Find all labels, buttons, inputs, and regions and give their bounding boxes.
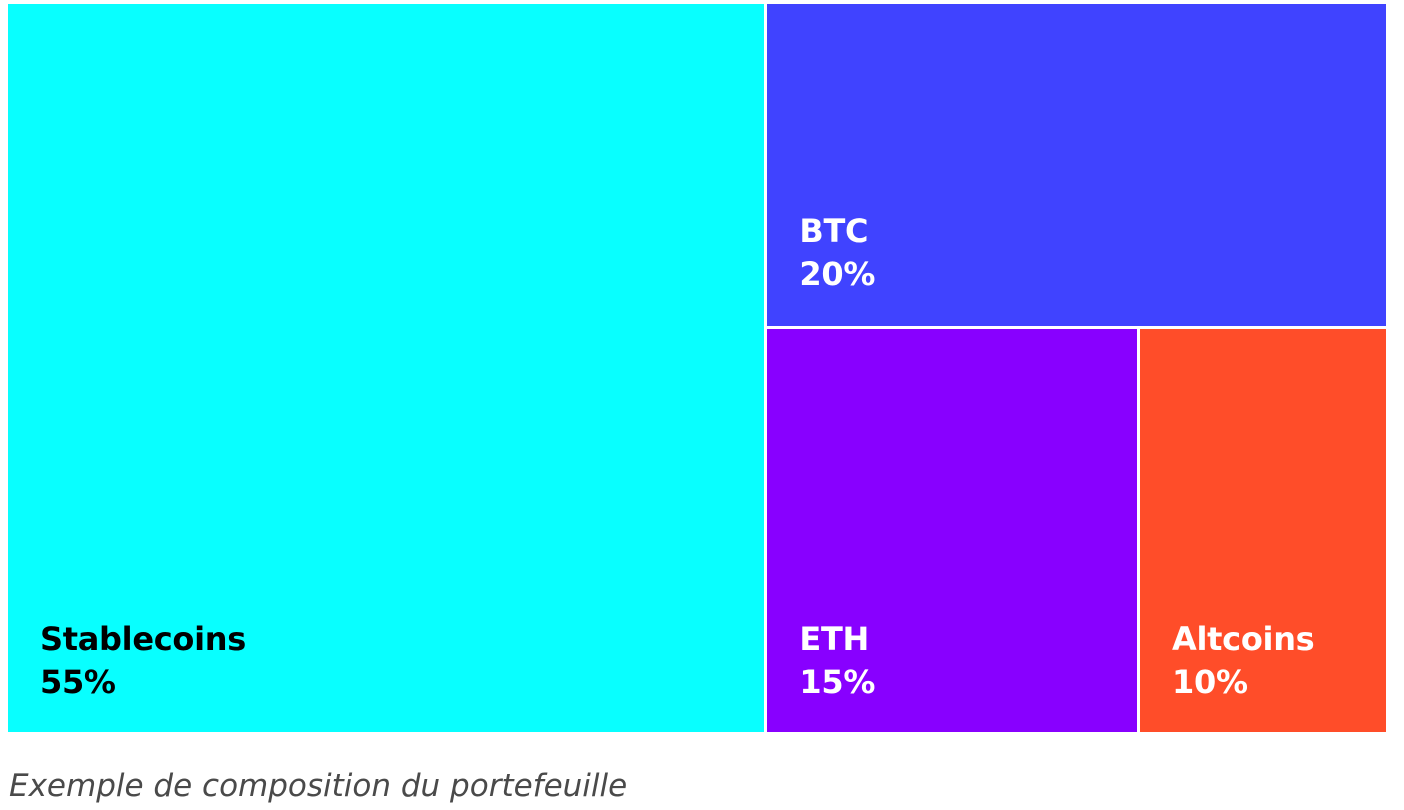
chart-caption: Exemple de composition du portefeuille: [9, 768, 628, 804]
tile-label: ETH 15%: [799, 618, 875, 704]
treemap-tile-eth: ETH 15%: [767, 329, 1138, 732]
treemap-tile-stablecoins: Stablecoins 55%: [8, 4, 765, 732]
tile-name: Stablecoins: [40, 620, 246, 658]
tile-value: 55%: [40, 663, 116, 701]
tile-label: Altcoins 10%: [1172, 618, 1315, 704]
treemap-tile-altcoins: Altcoins 10%: [1140, 329, 1386, 732]
tile-value: 15%: [799, 662, 876, 701]
tile-label: BTC 20%: [799, 210, 875, 296]
tile-name: BTC: [799, 212, 869, 251]
tile-value: 10%: [1172, 662, 1248, 701]
tile-name: ETH: [799, 619, 869, 658]
portfolio-treemap: Stablecoins 55% BTC 20% ETH 15% Altcoins 10%: [8, 4, 1386, 732]
tile-value: 20%: [799, 255, 876, 294]
tile-name: Altcoins: [1172, 619, 1315, 658]
tile-label: Stablecoins 55%: [40, 618, 246, 704]
treemap-tile-btc: BTC 20%: [767, 4, 1386, 327]
